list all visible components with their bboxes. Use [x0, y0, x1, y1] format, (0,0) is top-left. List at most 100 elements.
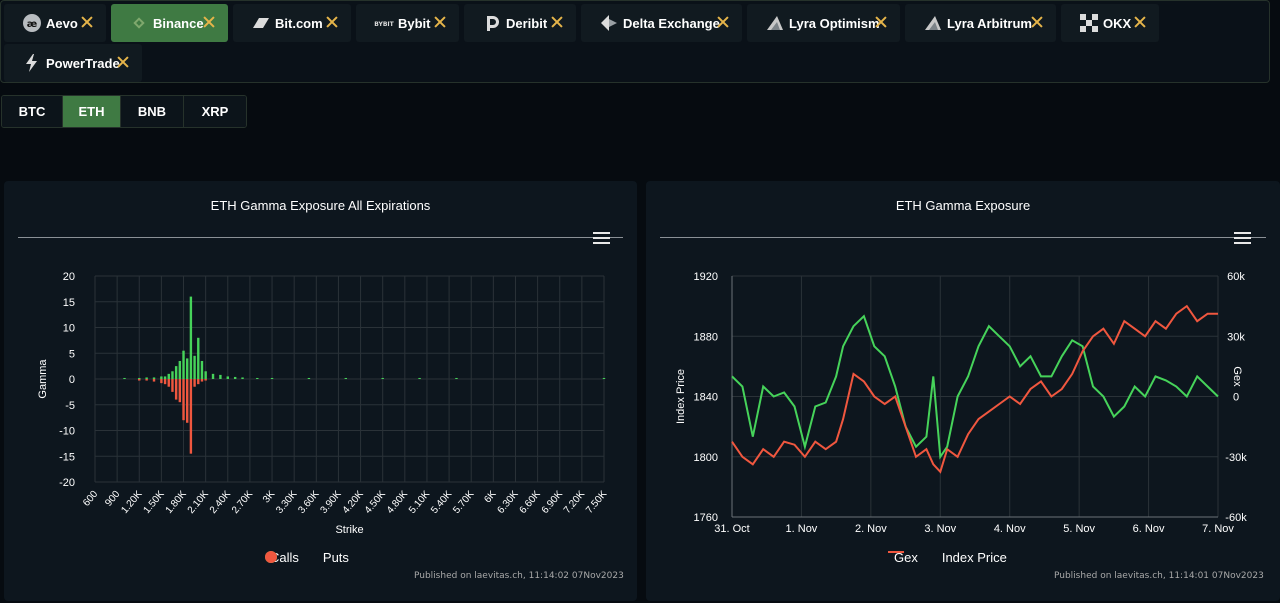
exchange-tab-okx[interactable]: OKX [1061, 4, 1159, 42]
calls-bar[interactable] [270, 377, 274, 379]
exchange-tab-label: Lyra Arbitrum [947, 15, 1032, 31]
calls-bar[interactable] [418, 377, 421, 379]
calls-bar[interactable] [167, 373, 170, 379]
exchange-tab-label: Aevo [46, 15, 78, 31]
puts-bar[interactable] [163, 379, 167, 385]
puts-bar[interactable] [138, 379, 141, 381]
coin-tab-xrp[interactable]: XRP [184, 96, 246, 127]
calls-bar[interactable] [178, 360, 182, 379]
exchange-tab-powertrade[interactable]: PowerTrade [4, 44, 142, 82]
close-icon[interactable] [1133, 15, 1147, 29]
x-tick-label: 2.10K [186, 489, 211, 516]
chart-legend: Calls Puts [264, 550, 367, 565]
puts-bar[interactable] [200, 379, 204, 382]
x-tick-label: 2.40K [208, 489, 233, 516]
exchange-tab-bybit[interactable]: BYBIT Bybit [356, 4, 459, 42]
calls-bar[interactable] [160, 376, 163, 379]
calls-bar[interactable] [189, 296, 193, 379]
close-icon[interactable] [202, 15, 216, 29]
puts-bar[interactable] [204, 379, 207, 381]
puts-bar[interactable] [145, 379, 148, 381]
gex-series-line[interactable] [731, 314, 1219, 460]
calls-bar[interactable] [186, 358, 189, 379]
legend-label-calls: Calls [270, 550, 299, 565]
calls-bar[interactable] [344, 377, 348, 379]
calls-bar[interactable] [200, 360, 204, 379]
puts-bar[interactable] [174, 379, 178, 400]
calls-bar[interactable] [182, 350, 185, 379]
calls-bar[interactable] [241, 377, 244, 379]
calls-bar[interactable] [226, 376, 229, 379]
x-tick-label: 5. Nov [1063, 523, 1095, 535]
x-tick-label: 7.50K [584, 489, 609, 516]
coin-tab-bnb[interactable]: BNB [121, 96, 184, 127]
calls-bar[interactable] [455, 377, 458, 379]
calls-bar[interactable] [219, 374, 222, 379]
legend-item-index-price[interactable]: Index Price [888, 550, 1007, 565]
puts-bar[interactable] [152, 379, 156, 382]
coin-tab-btc[interactable]: BTC [2, 96, 63, 127]
calls-bar[interactable] [174, 366, 178, 379]
y-axis-label: Index Price [675, 369, 687, 424]
exchange-tab-bit-com[interactable]: Bit.com [233, 4, 351, 42]
legend-item-puts[interactable]: Puts [265, 550, 349, 565]
close-icon[interactable] [716, 15, 730, 29]
y-tick-label: -20 [59, 477, 75, 489]
exchange-tab-lyra-optimism[interactable]: Lyra Optimism [747, 4, 900, 42]
aevo-logo-icon: æ [22, 13, 42, 33]
calls-bar[interactable] [204, 371, 207, 379]
calls-bar[interactable] [152, 377, 156, 379]
calls-bar[interactable] [602, 377, 606, 379]
x-tick-label: 3. Nov [924, 523, 956, 535]
close-icon[interactable] [433, 15, 447, 29]
calls-bar[interactable] [233, 376, 237, 379]
close-icon[interactable] [1030, 15, 1044, 29]
close-icon[interactable] [874, 15, 888, 29]
close-icon[interactable] [116, 55, 130, 69]
puts-bar[interactable] [186, 379, 189, 423]
x-tick-label: 4.80K [385, 489, 410, 516]
puts-bar[interactable] [178, 379, 182, 403]
gamma-line-plot-area: 1920 60k 1880 30k 1840 0 1800 -30k 1760 -60k 31. O… [694, 271, 1248, 535]
calls-bar[interactable] [163, 376, 167, 379]
y2-tick-label: 30k [1227, 331, 1245, 343]
coin-tab-eth[interactable]: ETH [63, 96, 121, 127]
close-icon[interactable] [325, 15, 339, 29]
close-icon[interactable] [550, 15, 564, 29]
calls-bar[interactable] [193, 355, 196, 379]
puts-bar[interactable] [197, 379, 200, 385]
calls-bar[interactable] [307, 377, 311, 379]
puts-bar[interactable] [189, 379, 193, 454]
y2-tick-label: 0 [1233, 392, 1239, 404]
y-tick-label: 1920 [694, 271, 718, 283]
gamma-exposure-panel: ETH Gamma Exposure 1920 60k 1880 30k 1840 0 18… [646, 181, 1280, 601]
puts-bar[interactable] [182, 379, 185, 421]
calls-bar[interactable] [138, 377, 141, 379]
hamburger-menu-icon[interactable] [593, 232, 610, 246]
calls-bar[interactable] [171, 371, 174, 379]
puts-bar[interactable] [160, 379, 163, 384]
calls-bar[interactable] [211, 373, 215, 379]
exchange-tab-deribit[interactable]: Deribit [464, 4, 576, 42]
calls-bar[interactable] [145, 377, 148, 379]
calls-bar[interactable] [256, 377, 259, 379]
calls-bar[interactable] [197, 337, 200, 379]
puts-bar[interactable] [193, 379, 196, 387]
calls-bar[interactable] [123, 377, 126, 379]
hamburger-menu-icon[interactable] [1234, 232, 1251, 246]
close-icon[interactable] [80, 15, 94, 29]
x-tick-label: 6.90K [540, 489, 565, 516]
exchange-tab-lyra-arbitrum[interactable]: Lyra Arbitrum [905, 4, 1056, 42]
exchange-tab-binance[interactable]: Binance [111, 4, 228, 42]
index-price-series-line[interactable] [731, 304, 1218, 474]
y2-tick-label: -30k [1225, 452, 1247, 464]
puts-bar[interactable] [167, 379, 170, 387]
chart-legend: Gex Index Price [888, 550, 1025, 565]
lyra-logo-icon [923, 13, 943, 33]
gamma-bar-chart: 20 15 10 5 0 -5 -10 -15 -20 600 9001.20K1.50K1.80K… [37, 271, 610, 536]
y-tick-label: 10 [63, 323, 75, 335]
exchange-tab-aevo[interactable]: æ Aevo [4, 4, 106, 42]
exchange-tab-delta-exchange[interactable]: Delta Exchange [581, 4, 742, 42]
calls-bar[interactable] [381, 377, 384, 379]
puts-bar[interactable] [171, 379, 174, 392]
